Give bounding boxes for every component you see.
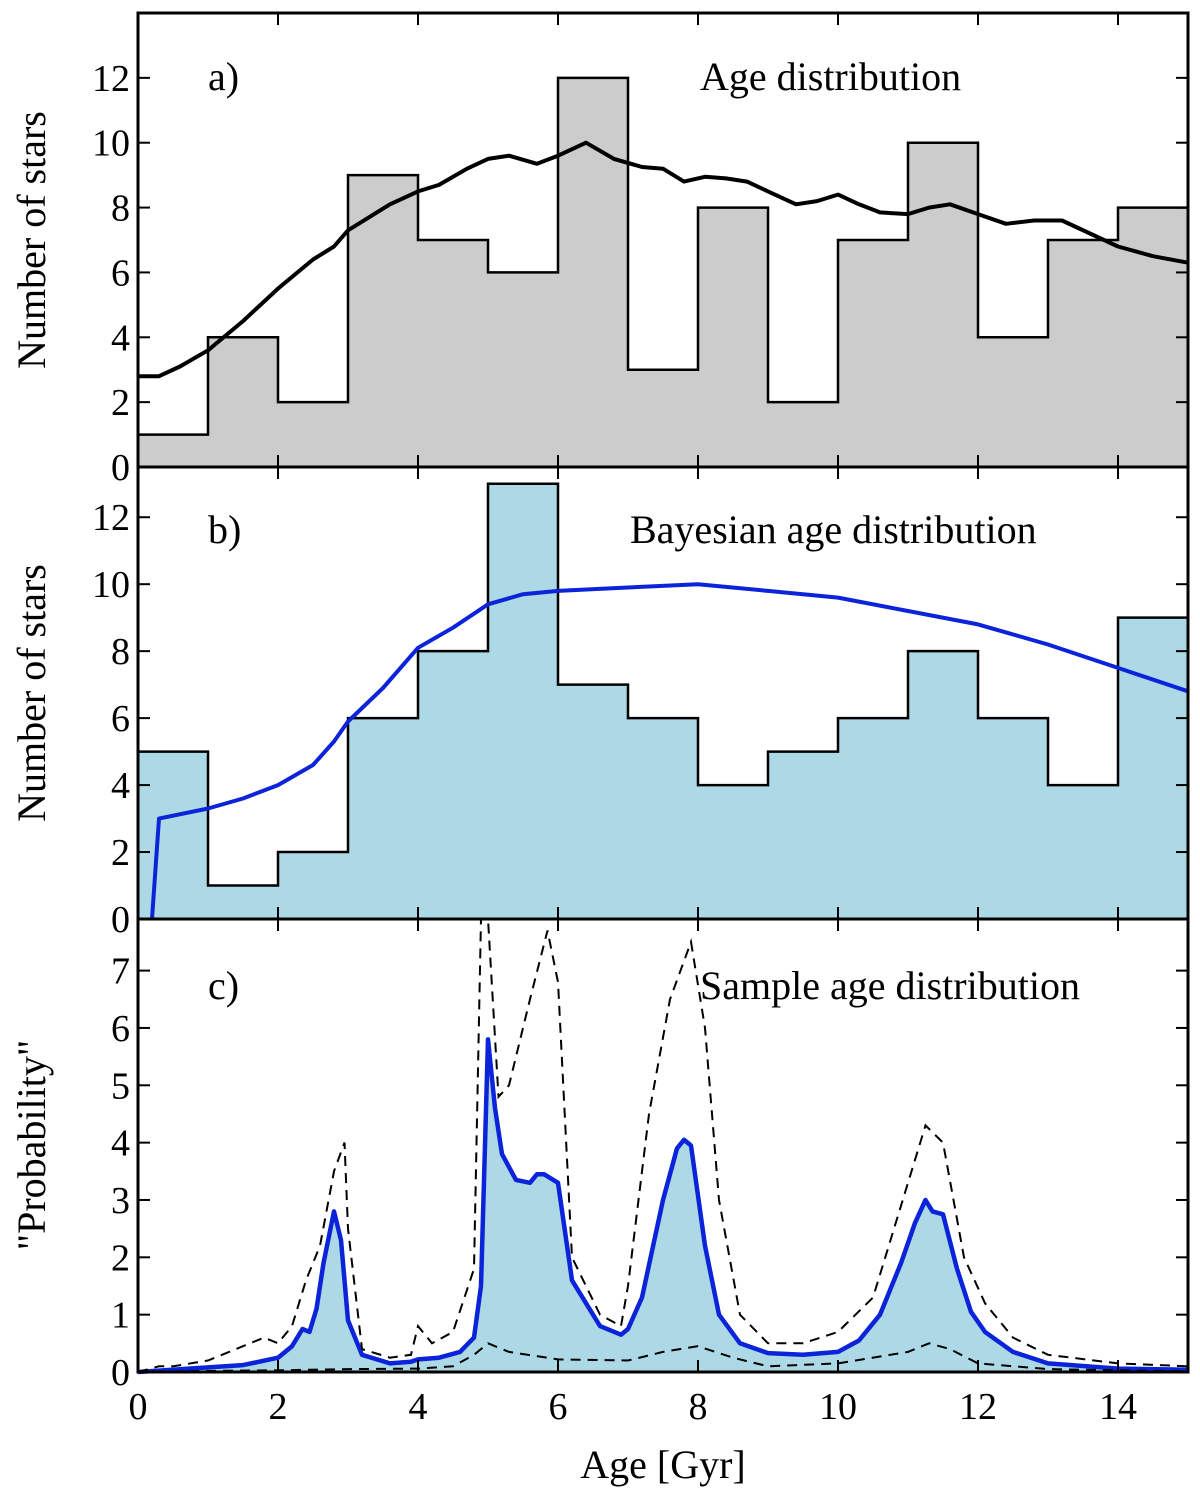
- x-tick-label: 4: [409, 1386, 428, 1428]
- y-tick-label: 6: [111, 698, 130, 740]
- panel-c-frame: [136, 917, 1190, 1374]
- x-tick-label: 0: [129, 1386, 148, 1428]
- y-tick-label: 2: [111, 1237, 130, 1279]
- histogram-outline: [136, 482, 1190, 919]
- y-tick-label: 4: [111, 765, 130, 807]
- y-tick-label: 2: [111, 382, 130, 424]
- y-tick-label: 0: [111, 447, 130, 489]
- histogram-bar: [138, 434, 208, 467]
- y-tick-label: 6: [111, 1008, 130, 1050]
- x-axis-label: Age [Gyr]: [580, 1442, 746, 1487]
- histogram-bar: [838, 240, 908, 467]
- panel-a: 0 2 4 6 8 10 12 a) Age distribution Number of …: [9, 11, 1190, 489]
- y-tick-label: 3: [111, 1180, 130, 1222]
- y-tick-label: 8: [111, 631, 130, 673]
- panel-a-title: Age distribution: [700, 54, 961, 99]
- x-tick-label: 14: [1099, 1386, 1137, 1428]
- histogram-bar: [698, 785, 768, 919]
- panel-c-label: c): [208, 963, 239, 1008]
- y-tick-label: 6: [111, 252, 130, 294]
- histogram-bar: [208, 885, 278, 919]
- panel-a-ylabel: Number of stars: [9, 111, 54, 369]
- lower-bound-dashed-line: [137, 1342, 1189, 1373]
- x-tick-label: 6: [549, 1386, 568, 1428]
- histogram-bar: [908, 651, 978, 919]
- histogram-bar: [348, 718, 418, 919]
- histogram-bar: [628, 718, 698, 919]
- x-tick-label: 2: [269, 1386, 288, 1428]
- y-tick-label: 8: [111, 188, 130, 230]
- histogram-bar: [278, 852, 348, 919]
- histogram-bar: [908, 142, 978, 467]
- histogram-bar: [558, 684, 628, 919]
- y-tick-label: 7: [111, 951, 130, 993]
- histogram-bar: [488, 483, 558, 919]
- histogram-bar: [978, 337, 1048, 467]
- smoothed-distribution-line: [138, 140, 1189, 379]
- y-tick-label: 10: [92, 123, 130, 165]
- y-tick-label: 1: [111, 1295, 130, 1337]
- histogram-bar: [418, 651, 488, 919]
- histogram-bar: [628, 369, 698, 467]
- histogram-bar: [1118, 617, 1188, 919]
- histogram-bar: [558, 77, 628, 467]
- panel-b-title: Bayesian age distribution: [630, 507, 1037, 552]
- histogram-bar: [1048, 240, 1118, 467]
- panel-c-ylabel: "Probability": [9, 1040, 54, 1250]
- histogram-bar: [488, 272, 558, 467]
- histogram-bar: [768, 402, 838, 467]
- probability-line: [137, 1037, 1189, 1375]
- smoothed-distribution-line: [150, 582, 1189, 920]
- y-tick-label: 12: [92, 58, 130, 100]
- x-tick-label: 8: [689, 1386, 708, 1428]
- histogram-bar: [138, 751, 208, 919]
- histogram-bar: [978, 718, 1048, 919]
- histogram-bar: [418, 240, 488, 467]
- panel-b-ylabel: Number of stars: [9, 564, 54, 822]
- histogram-outline: [136, 76, 1190, 467]
- y-tick-label: 2: [111, 832, 130, 874]
- histogram-bar: [768, 751, 838, 919]
- histogram-bar: [278, 402, 348, 467]
- y-tick-label: 12: [92, 497, 130, 539]
- histogram-bar: [838, 718, 908, 919]
- panel-c-title: Sample age distribution: [700, 963, 1080, 1008]
- x-tick-label: 10: [819, 1386, 857, 1428]
- histogram-bar: [348, 175, 418, 467]
- panel-b-label: b): [208, 507, 241, 552]
- y-tick-label: 10: [92, 564, 130, 606]
- y-tick-label: 4: [111, 1123, 130, 1165]
- histogram-bar: [208, 337, 278, 467]
- histogram-bar: [698, 207, 768, 468]
- x-tick-labels: 0 2 4 6 8 10 12 14: [129, 1386, 1138, 1428]
- y-tick-label: 0: [111, 899, 130, 941]
- panel-b: 0 2 4 6 8 10 12 b) Bayesian age distribution N…: [9, 465, 1190, 941]
- histogram-bar: [1048, 785, 1118, 919]
- y-tick-label: 4: [111, 317, 130, 359]
- x-tick-label: 12: [959, 1386, 997, 1428]
- panel-a-label: a): [208, 54, 239, 99]
- upper-bound-dashed-line: [137, 918, 1189, 1373]
- y-tick-label: 5: [111, 1065, 130, 1107]
- y-tick-label: 0: [111, 1352, 130, 1394]
- panel-c: 0 1 2 3 4 5 6 7 c) Sample age distribution "Pro…: [9, 917, 1190, 1394]
